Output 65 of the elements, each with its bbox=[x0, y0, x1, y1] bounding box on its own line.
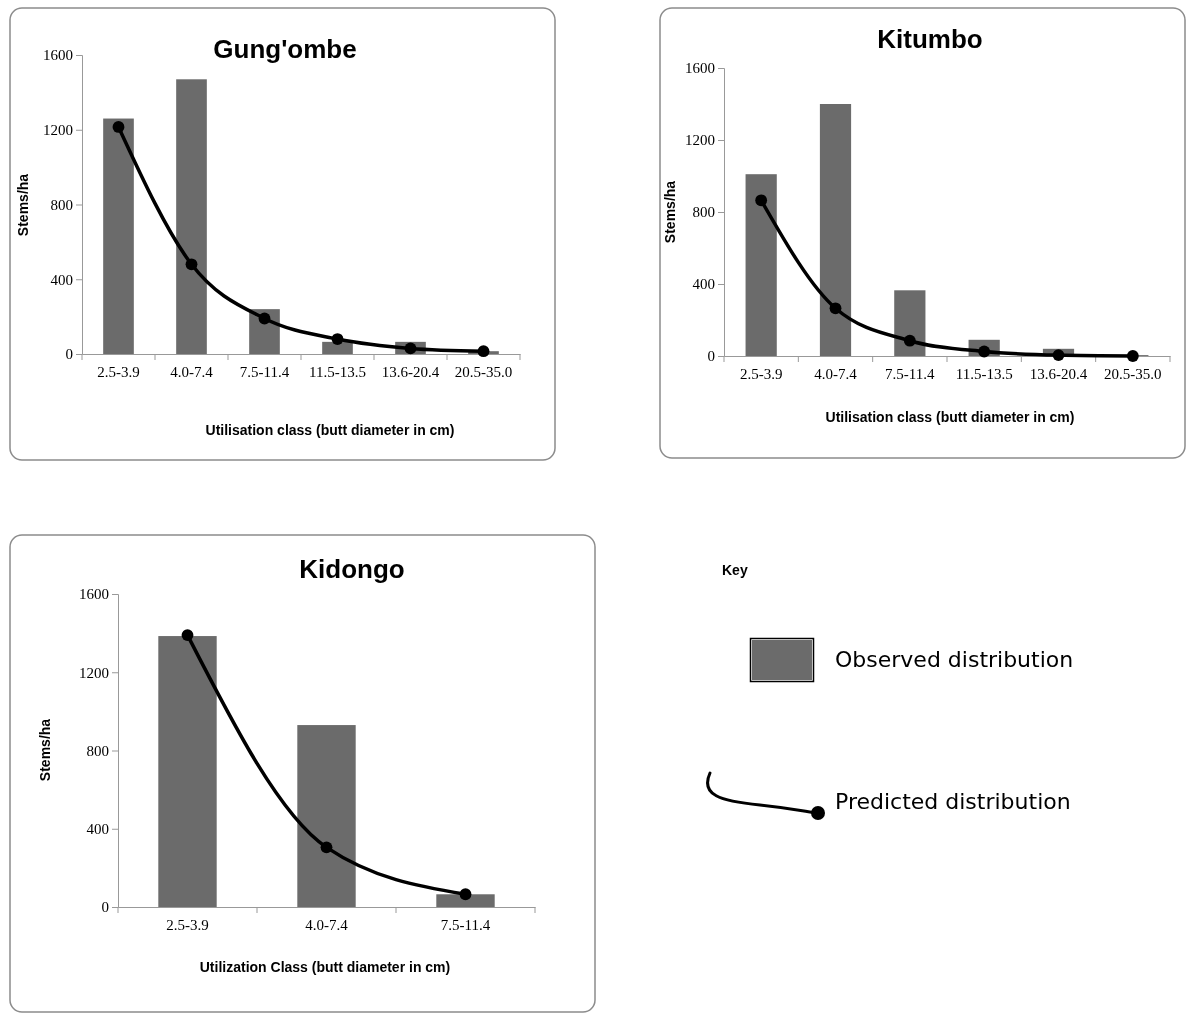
point bbox=[477, 345, 490, 358]
y-tick-label: 1600 bbox=[79, 586, 109, 603]
x-tick-label: 7.5-11.4 bbox=[885, 365, 936, 382]
chart-title: Kidongo bbox=[299, 554, 405, 584]
chart-title: Kitumbo bbox=[877, 24, 983, 54]
bar bbox=[745, 174, 777, 356]
x-axis-title: Utilization Class (butt diameter in cm) bbox=[199, 959, 451, 975]
x-tick-label: 13.6-20.4 bbox=[1029, 365, 1088, 382]
x-tick-label: 7.5-11.4 bbox=[239, 363, 290, 380]
bar bbox=[297, 725, 356, 907]
y-tick-label: 1200 bbox=[79, 664, 109, 681]
point bbox=[258, 312, 271, 325]
y-tick-label: 800 bbox=[692, 204, 715, 221]
y-tick-label: 1600 bbox=[43, 47, 73, 64]
point bbox=[331, 333, 344, 345]
x-tick-label: 20.5-35.0 bbox=[1104, 365, 1162, 382]
bar bbox=[176, 79, 207, 354]
x-tick-label: 2.5-3.9 bbox=[97, 363, 140, 380]
x-tick-label: 4.0-7.4 bbox=[305, 916, 349, 933]
point bbox=[112, 121, 125, 133]
bar bbox=[436, 894, 495, 907]
y-axis-title: Stems/ha bbox=[662, 180, 678, 244]
legend-label: Observed distribution bbox=[835, 647, 1074, 672]
bar bbox=[158, 636, 217, 907]
y-tick-label: 400 bbox=[86, 821, 109, 838]
point bbox=[903, 334, 916, 347]
x-tick-label: 11.5-13.5 bbox=[309, 363, 366, 380]
x-tick-label: 7.5-11.4 bbox=[440, 916, 491, 933]
chart-title: Gung'ombe bbox=[213, 34, 357, 64]
y-tick-label: 400 bbox=[50, 271, 73, 288]
y-axis-title: Stems/ha bbox=[37, 718, 53, 782]
x-tick-label: 4.0-7.4 bbox=[170, 363, 214, 380]
x-tick-label: 2.5-3.9 bbox=[739, 365, 783, 382]
point bbox=[181, 629, 194, 641]
y-tick-label: 400 bbox=[692, 276, 715, 293]
y-tick-label: 800 bbox=[86, 742, 109, 759]
bar bbox=[819, 104, 852, 356]
x-tick-label: 20.5-35.0 bbox=[454, 363, 513, 380]
legend-label: Predicted distribution bbox=[835, 789, 1071, 814]
point bbox=[185, 258, 198, 271]
x-tick-label: 11.5-13.5 bbox=[955, 365, 1013, 382]
y-axis-title: Stems/ha bbox=[15, 173, 31, 237]
point bbox=[1052, 349, 1065, 362]
y-tick-label: 1600 bbox=[685, 60, 715, 77]
bar bbox=[103, 118, 134, 354]
legend-title: Key bbox=[722, 562, 748, 578]
y-tick-label: 0 bbox=[101, 899, 109, 916]
x-tick-label: 2.5-3.9 bbox=[166, 916, 209, 933]
y-tick-label: 800 bbox=[50, 196, 73, 213]
point bbox=[829, 302, 842, 315]
bar bbox=[322, 341, 353, 354]
bar bbox=[894, 290, 926, 356]
x-axis-title: Utilisation class (butt diameter in cm) bbox=[825, 409, 1075, 425]
y-tick-label: 1200 bbox=[685, 132, 715, 149]
x-axis-title: Utilisation class (butt diameter in cm) bbox=[205, 422, 455, 438]
y-tick-label: 0 bbox=[65, 346, 73, 363]
point bbox=[459, 888, 472, 901]
point bbox=[1126, 350, 1139, 362]
y-tick-label: 0 bbox=[707, 348, 715, 365]
point bbox=[320, 841, 333, 854]
y-tick-label: 1200 bbox=[43, 122, 73, 139]
x-tick-label: 4.0-7.4 bbox=[814, 365, 858, 382]
x-tick-label: 13.6-20.4 bbox=[381, 363, 440, 380]
point bbox=[755, 194, 768, 207]
point bbox=[404, 342, 417, 355]
